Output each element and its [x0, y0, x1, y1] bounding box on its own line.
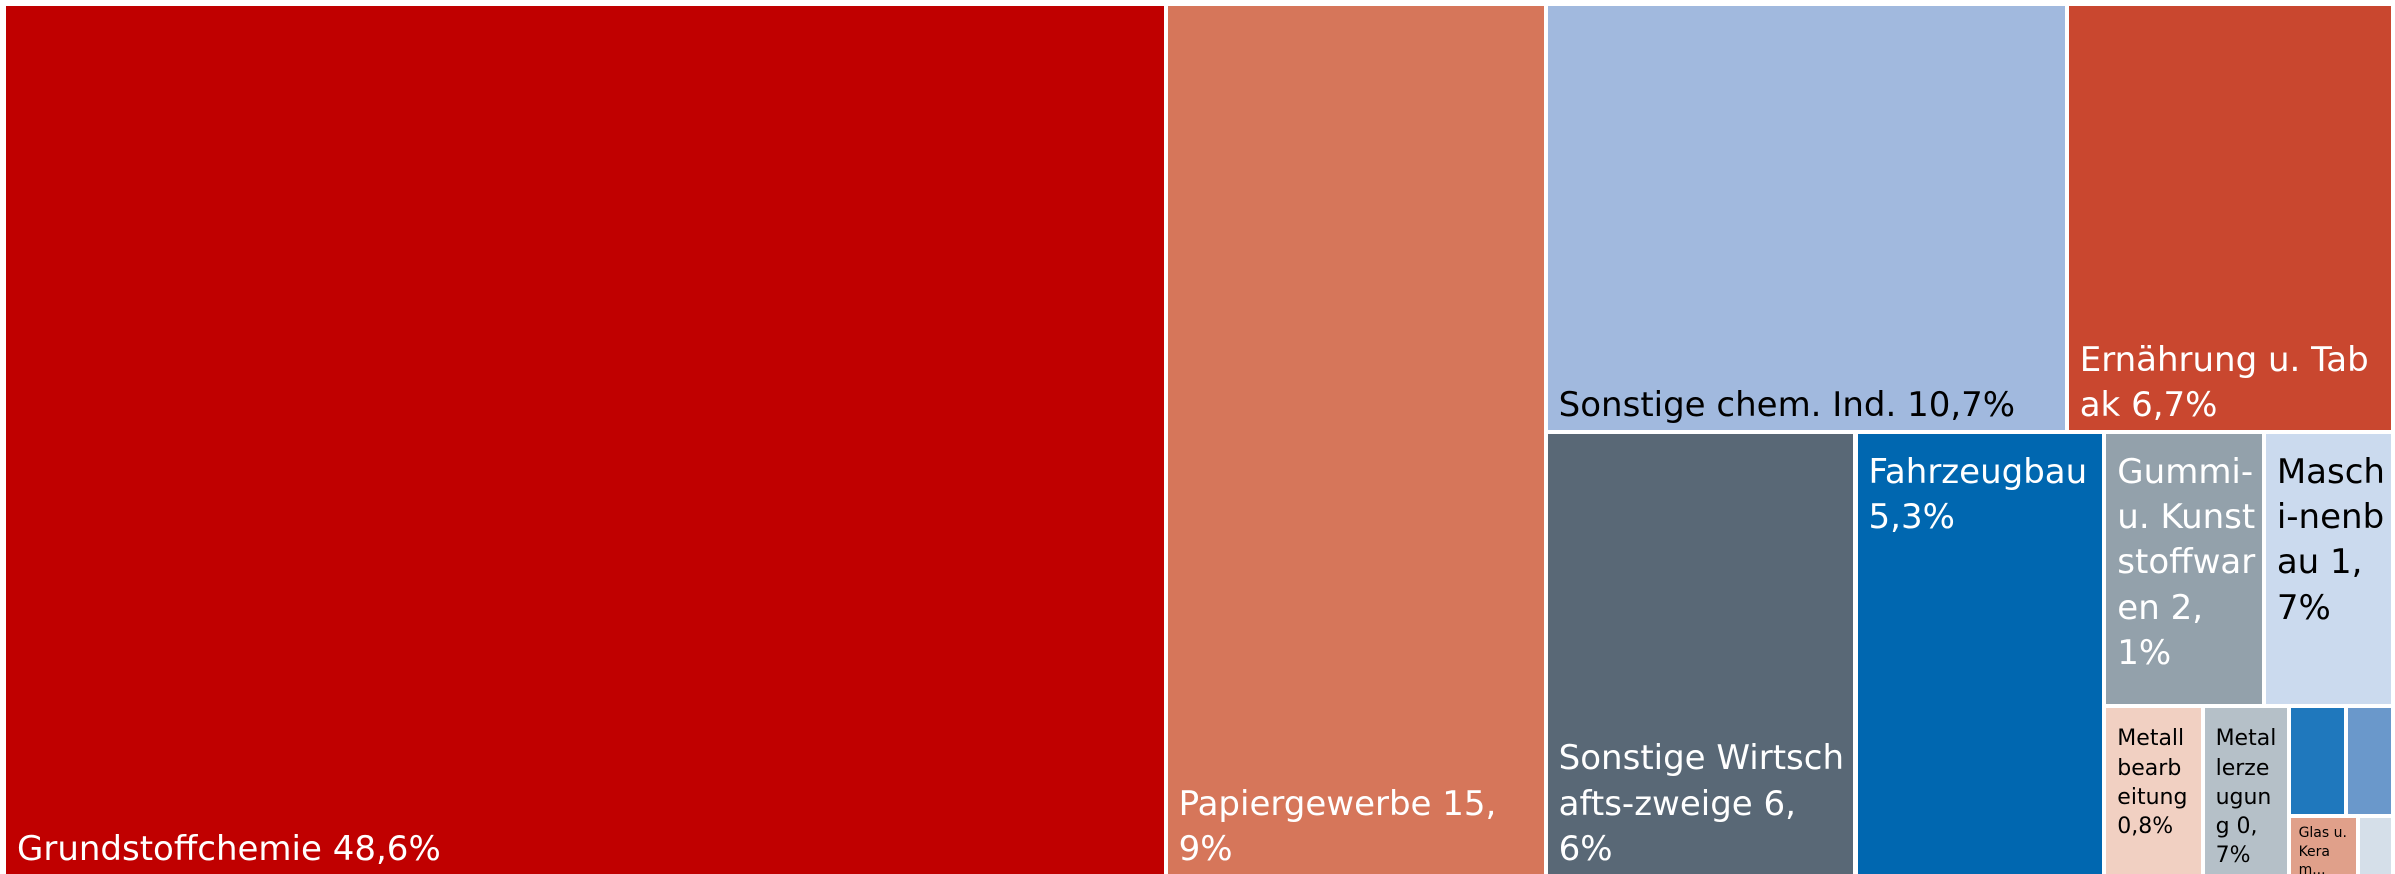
- value-label: 0,8%: [2117, 814, 2174, 840]
- cell-label: Papiergewerbe 15,9%: [1179, 782, 1538, 872]
- treemap-cell: Grundstoffchemie 48,6%: [6, 6, 1164, 874]
- treemap-cell: Gummi-u. Kunststoffwaren 2,1%: [2106, 434, 2262, 705]
- cell-label: Grundstoffchemie 48,6%: [17, 827, 1158, 872]
- cell-label: Fahrzeugbau 5,3%: [1869, 450, 2097, 540]
- value-label: 6,7%: [2131, 384, 2218, 425]
- treemap-cell: Papiergewerbe 15,9%: [1167, 6, 1544, 874]
- cell-label: Maschi-nenbau 1,7%: [2277, 450, 2385, 631]
- value-label: 2,1%: [2117, 587, 2204, 673]
- category-name: Fahrzeugbau: [1868, 452, 2088, 492]
- treemap-cell: Fahrzeugbau 5,3%: [1857, 434, 2103, 874]
- cell-label: Metallerzeugung 0,7%: [2216, 724, 2281, 870]
- category-name: Ernährung u. Tabak: [2079, 339, 2369, 425]
- cell-label: Sonstige chem. Ind. 10,7%: [1559, 383, 2059, 428]
- category-name: Sonstige chem. Ind.: [1558, 384, 1897, 425]
- treemap-cell: [2360, 818, 2391, 874]
- category-name: Gummi-u. Kunststoffwaren: [2117, 452, 2256, 628]
- cell-label: Ernährung u. Tabak 6,7%: [2080, 338, 2385, 428]
- value-label: 10,7%: [1907, 384, 2016, 425]
- treemap-cell: Sonstige chem. Ind. 10,7%: [1547, 6, 2065, 430]
- value-label: 15,9%: [1178, 783, 1497, 869]
- cell-label: Sonstige Wirtschafts-zweige 6,6%: [1559, 736, 1848, 872]
- category-name: Maschi-nenbau: [2276, 452, 2385, 583]
- treemap-cell: Metallbearbeitung 0,8%: [2106, 708, 2201, 874]
- category-name: Glas u. Keram...: [2298, 825, 2347, 874]
- value-label: 5,3%: [1868, 497, 1955, 538]
- treemap-cell: Glas u. Keram...: [2290, 818, 2357, 874]
- treemap-cell: Maschi-nenbau 1,7%: [2265, 434, 2391, 705]
- category-name: Sonstige Wirtschafts-zweige: [1558, 738, 1844, 824]
- treemap-cell: [2347, 708, 2391, 815]
- value-label: 0,7%: [2215, 814, 2258, 869]
- treemap-cell: Metallerzeugung 0,7%: [2204, 708, 2287, 874]
- treemap-cell: Ernährung u. Tabak 6,7%: [2068, 6, 2391, 430]
- value-label: 48,6%: [332, 828, 441, 869]
- treemap-cell: [2290, 708, 2344, 815]
- value-label: 1,7%: [2276, 542, 2363, 628]
- cell-label: Gummi-u. Kunststoffwaren 2,1%: [2117, 450, 2256, 676]
- value-label: 6,6%: [1558, 783, 1796, 869]
- cell-label: Metallbearbeitung 0,8%: [2117, 724, 2194, 841]
- cell-label: Glas u. Keram...: [2299, 824, 2351, 874]
- category-name: Papiergewerbe: [1178, 783, 1432, 824]
- category-name: Metallerzeugung: [2215, 726, 2277, 840]
- category-name: Grundstoffchemie: [17, 828, 322, 869]
- treemap-cell: Sonstige Wirtschafts-zweige 6,6%: [1547, 434, 1854, 874]
- category-name: Metallbearbeitung: [2117, 726, 2188, 810]
